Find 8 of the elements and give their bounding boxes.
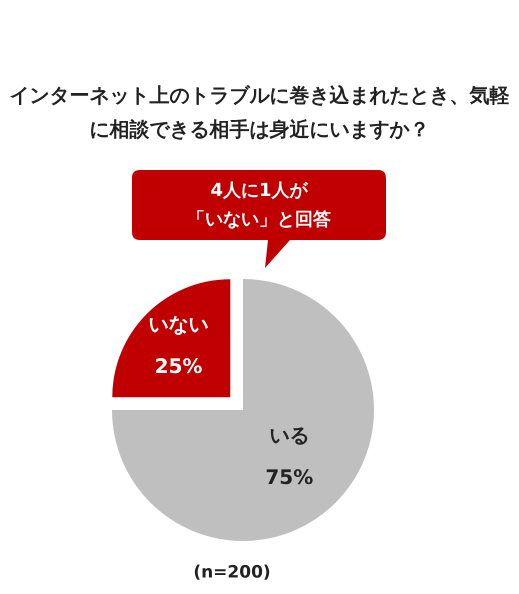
data-label: 25%: [154, 354, 202, 378]
data-label: 75%: [265, 464, 314, 489]
text: (n=200): [193, 562, 271, 583]
chart-title: インターネット上のトラブルに巻き込まれたとき、気軽に相談できる相手は身近にいますか？: [8, 82, 510, 143]
callout: 4人に1人が 「いない」と回答: [132, 170, 386, 268]
slice-label: いる: [269, 422, 310, 447]
slice: いない 25%: [112, 279, 230, 398]
slice-label: いない: [148, 312, 209, 336]
